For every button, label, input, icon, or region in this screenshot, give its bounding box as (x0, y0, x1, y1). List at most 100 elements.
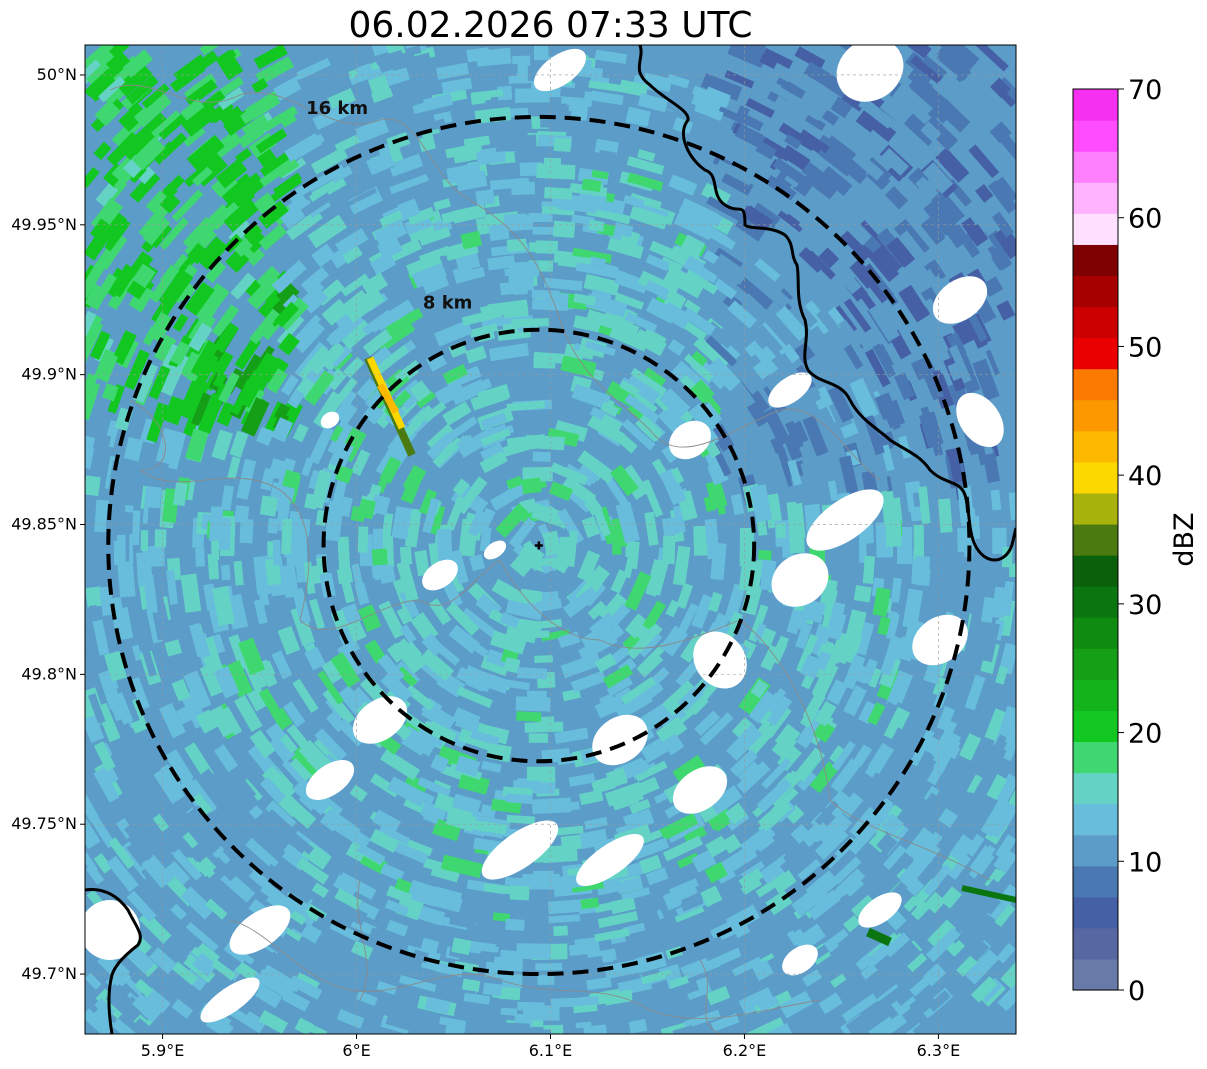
echo-cell (146, 507, 161, 537)
echo-cell (964, 674, 986, 711)
echo-cell (875, 343, 894, 369)
colorbar-segment (1073, 741, 1118, 774)
echo-cell (541, 102, 567, 117)
echo-cell (838, 189, 868, 216)
echo-cell (731, 956, 763, 977)
echo-cell (606, 676, 633, 697)
echo-cell (229, 430, 249, 458)
echo-cell (334, 888, 362, 910)
echo-cell (795, 622, 813, 650)
no-echo-area (229, 905, 291, 955)
echo-cell (691, 849, 717, 873)
echo-cell (292, 678, 319, 714)
echo-cell (330, 165, 353, 184)
echo-cell (522, 466, 553, 482)
echo-cell (261, 765, 296, 801)
echo-cell (828, 601, 846, 630)
echo-cell (280, 374, 300, 396)
echo-cell (828, 816, 853, 842)
echo-cell (625, 372, 663, 405)
echo-cell (676, 582, 694, 609)
echo-cell (313, 735, 342, 764)
echo-cell (788, 514, 805, 554)
echo-cell (500, 1007, 518, 1016)
echo-cell (998, 642, 1016, 675)
echo-cell (93, 348, 120, 383)
echo-cell (183, 126, 206, 147)
echo-cell (624, 393, 660, 424)
echo-cell (256, 426, 275, 446)
echo-cell (106, 855, 139, 893)
echo-cell (784, 1012, 816, 1034)
echo-cell (399, 589, 420, 619)
echo-cell (872, 1012, 907, 1034)
echo-cell (661, 517, 680, 537)
echo-cell (674, 904, 705, 923)
echo-cell (307, 214, 348, 249)
echo-cell (405, 684, 435, 711)
echo-cell (368, 74, 390, 95)
echo-cell (441, 77, 473, 94)
echo-cell (251, 77, 269, 94)
echo-cell (839, 271, 862, 295)
echo-cell (165, 749, 194, 785)
echo-cell (199, 663, 224, 697)
echo-cell (219, 105, 244, 127)
echo-cell (116, 753, 141, 787)
echo-cell (177, 380, 204, 419)
echo-cell (407, 118, 446, 136)
echo-cell (356, 378, 379, 402)
echo-cell (571, 214, 595, 226)
echo-cell (419, 245, 451, 264)
echo-cell (235, 147, 253, 164)
echo-cell (128, 284, 155, 313)
echo-cell (864, 196, 887, 219)
borders (85, 45, 1016, 1034)
echo-cell (377, 653, 405, 684)
echo-cell (586, 977, 612, 991)
echo-cell (562, 475, 597, 506)
echo-cell (540, 801, 580, 813)
y-tick-label: 49.95°N (11, 215, 77, 234)
echo-cell (211, 429, 234, 461)
echo-cell (195, 709, 219, 734)
echo-cell (85, 972, 102, 990)
echo-cell (921, 55, 948, 79)
echo-cell (903, 888, 927, 913)
echo-cell (804, 300, 821, 318)
echo-cell (330, 377, 358, 410)
echo-cell (927, 576, 943, 606)
echo-cell (682, 132, 722, 154)
echo-cell (307, 164, 346, 192)
echo-cell (160, 365, 183, 397)
echo-cell (93, 141, 112, 161)
echo-cell (724, 70, 755, 89)
range-ring-label: 8 km (423, 293, 473, 314)
echo-cell (234, 505, 250, 524)
echo-cell (227, 456, 241, 480)
echo-cell (691, 350, 708, 367)
colorbar-segment (1073, 710, 1118, 743)
echo-cell (744, 45, 767, 58)
echo-cell (821, 109, 840, 126)
echo-cell (477, 384, 511, 406)
echo-cell (928, 186, 965, 226)
echo-cell (983, 734, 1009, 775)
echo-cell (240, 397, 270, 437)
echo-cell (560, 87, 586, 98)
echo-cell (730, 359, 763, 395)
echo-cell (308, 425, 335, 465)
echo-cell (790, 823, 811, 845)
radar-site-cross (534, 541, 543, 550)
echo-cell (634, 760, 668, 782)
echo-cell (493, 956, 516, 970)
echo-cell (274, 403, 291, 422)
echo-cell (192, 353, 219, 391)
echo-cell (153, 132, 188, 165)
echo-cell (766, 688, 787, 713)
echo-cell (750, 679, 769, 699)
echo-cell (597, 911, 639, 929)
echo-cell (449, 912, 476, 929)
colorbar-segment (1073, 896, 1118, 929)
echo-cell (335, 227, 369, 256)
